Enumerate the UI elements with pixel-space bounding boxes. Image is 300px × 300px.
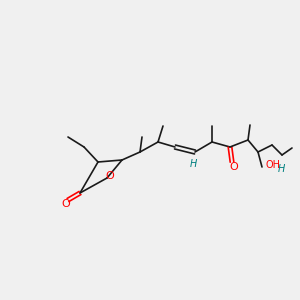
Text: O: O — [61, 199, 70, 209]
Text: O: O — [230, 162, 238, 172]
Text: O: O — [106, 171, 114, 181]
Text: H: H — [189, 159, 197, 169]
Text: OH: OH — [266, 160, 281, 170]
Text: H: H — [278, 164, 285, 174]
